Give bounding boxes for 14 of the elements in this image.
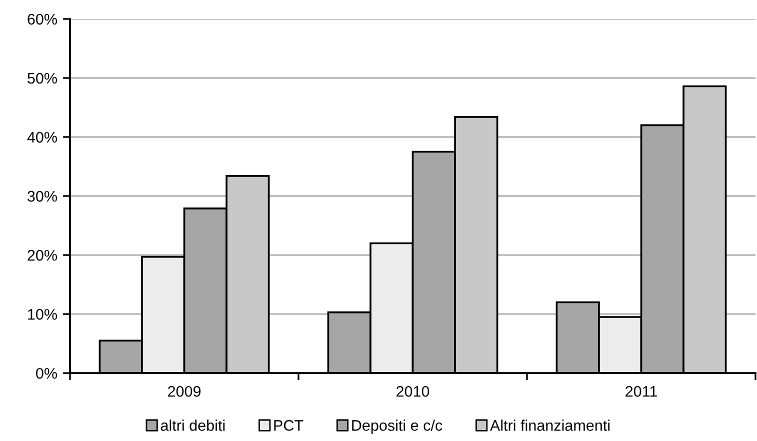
y-tick-label: 30% <box>28 190 57 202</box>
y-tick-label: 50% <box>28 72 57 84</box>
legend-label: Depositi e c/c <box>352 420 442 434</box>
x-tick-label: 2010 <box>396 386 430 397</box>
y-tick-label: 0% <box>36 368 57 379</box>
legend-label: altri debiti <box>160 420 225 431</box>
x-tick-label: 2009 <box>168 386 201 397</box>
x-tick-label: 2011 <box>626 386 657 397</box>
y-tick-label: 60% <box>28 14 57 25</box>
y-tick-label: 40% <box>27 132 57 143</box>
legend-label: PCT <box>274 420 304 431</box>
legend-label: Altri finanziamenti <box>490 420 610 431</box>
y-tick-label: 20% <box>28 250 57 261</box>
y-tick-label: 10% <box>28 308 57 320</box>
